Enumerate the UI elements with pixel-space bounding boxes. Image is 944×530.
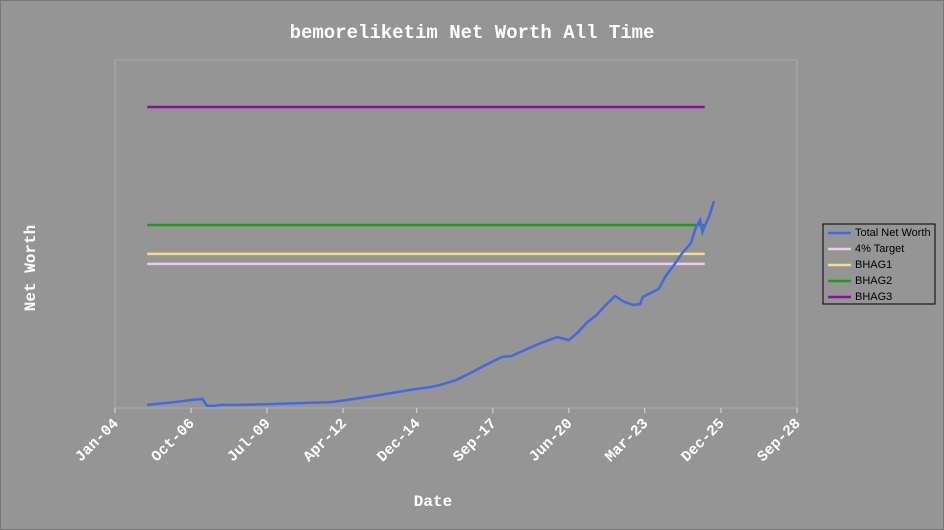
legend-label: BHAG2 [855,275,892,287]
legend-label: BHAG1 [855,259,892,271]
legend-label: Total Net Worth [855,227,931,239]
line [147,200,716,408]
x-axis-label: Date [414,493,452,511]
legend-label: 4% Target [855,243,904,255]
y-axis-label: Net Worth [22,225,40,311]
plot-area [114,59,798,409]
legend-label: BHAG3 [855,291,892,303]
chart-title: bemoreliketim Net Worth All Time [290,22,655,44]
